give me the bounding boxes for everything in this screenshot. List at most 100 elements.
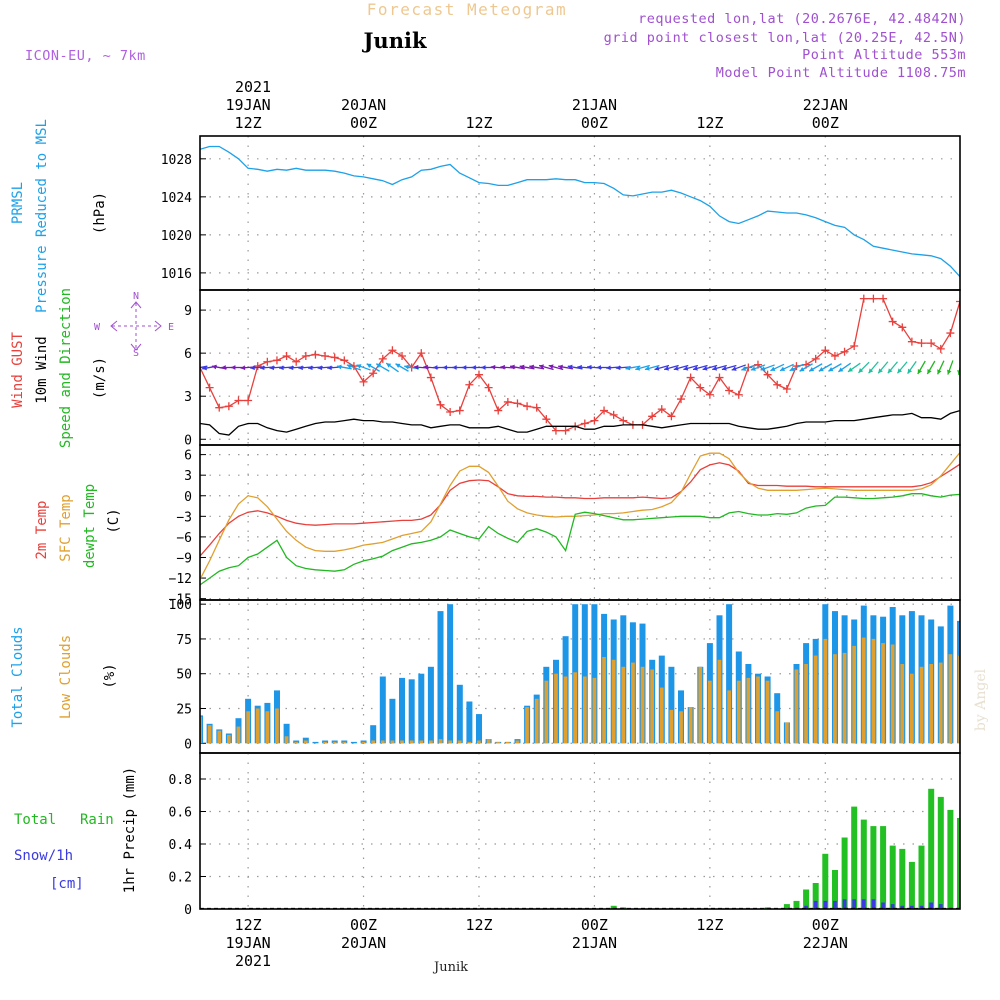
bar-precip-1-63 (804, 905, 808, 909)
gust-marker-40 (580, 419, 589, 428)
wind-arrow-76 (926, 360, 936, 375)
bar-clouds-1-41 (592, 677, 597, 744)
bar-clouds-1-32 (506, 741, 510, 744)
gust-marker-31 (494, 406, 503, 415)
bar-clouds-0-12 (312, 741, 319, 744)
wind-arrow-72 (887, 361, 898, 374)
wind-arrow-55 (721, 364, 737, 371)
wind-arrow-78 (947, 360, 954, 375)
bar-clouds-1-8 (275, 708, 279, 744)
wind-arrow-57 (741, 364, 756, 371)
gust-marker-43 (609, 410, 618, 419)
bar-clouds-1-26 (448, 740, 452, 744)
wind-arrow-61 (779, 363, 794, 372)
wind-label-direction: Speed and Direction (58, 288, 74, 448)
wind-arrow-67 (838, 362, 852, 373)
temp-label-unit: (C) (106, 508, 122, 533)
bar-clouds-1-50 (679, 711, 683, 744)
bar-clouds-1-71 (881, 643, 885, 744)
top-date-label-0: 19JAN (226, 96, 271, 114)
bottom-hour-label-1: 00Z (350, 916, 377, 934)
bar-clouds-1-29 (477, 740, 481, 744)
bottom-year-label: 2021 (235, 952, 271, 970)
gust-marker-14 (330, 353, 339, 362)
bar-precip-0-65 (822, 853, 829, 909)
gust-marker-17 (359, 377, 368, 386)
svg-text:2021: 2021 (235, 952, 271, 970)
ytick-label-precip-4: 0.8 (169, 773, 192, 788)
bar-precip-1-67 (842, 899, 847, 909)
wind-arrow-56 (731, 364, 747, 371)
panel-precip-frame (199, 752, 961, 910)
bar-clouds-1-7 (265, 711, 270, 744)
bar-clouds-1-31 (496, 741, 501, 744)
gust-marker-27 (455, 406, 464, 415)
bar-clouds-1-27 (457, 740, 462, 744)
bar-precip-1-76 (929, 902, 933, 909)
bar-clouds-1-15 (342, 741, 347, 744)
bar-precip-1-69 (861, 899, 866, 909)
bottom-date-label-3: 21JAN (572, 934, 617, 952)
gust-marker-53 (705, 390, 714, 399)
bar-clouds-0-19 (379, 676, 386, 744)
gust-marker-66 (830, 352, 839, 361)
panel-temp-grid (200, 445, 960, 600)
ytick-label-pressure-2: 1024 (161, 191, 192, 206)
compass-north: N (133, 291, 139, 302)
bar-clouds-1-57 (746, 677, 751, 744)
bar-precip-0-74 (908, 861, 915, 909)
bar-clouds-0-49 (668, 666, 675, 744)
bar-clouds-1-70 (871, 638, 876, 744)
bar-clouds-0-41 (591, 604, 598, 744)
bar-precip-1-68 (852, 899, 856, 909)
gust-marker-76 (927, 339, 936, 348)
bar-clouds-1-68 (852, 645, 856, 744)
gust-marker-5 (244, 396, 253, 405)
gust-marker-7 (263, 357, 272, 366)
bar-precip-1-71 (881, 902, 885, 909)
wind-arrow-45 (625, 365, 641, 371)
svg-text:2021: 2021 (235, 78, 271, 96)
bar-clouds-1-13 (323, 741, 327, 744)
ytick-label-temp-4: −3 (176, 510, 192, 525)
bar-clouds-1-56 (736, 680, 741, 744)
gust-marker-75 (917, 339, 926, 348)
bar-clouds-0-21 (399, 677, 405, 744)
bar-clouds-1-54 (717, 659, 722, 744)
bar-clouds-1-21 (400, 740, 404, 744)
bar-precip-1-75 (919, 905, 924, 909)
wind-label-10m: 10m Wind (34, 336, 50, 403)
panel-precip: 0 0.2 0.4 0.6 0.8 (169, 752, 961, 918)
gust-marker-21 (398, 352, 407, 361)
precip-label-rain: Rain (80, 812, 114, 828)
bar-clouds-1-46 (640, 666, 645, 744)
gust-marker-42 (600, 406, 609, 415)
gust-marker-50 (677, 395, 686, 404)
ytick-label-wind-1: 3 (184, 390, 192, 405)
wind-arrow-48 (654, 364, 670, 371)
ytick-label-precip-1: 0.2 (169, 871, 192, 886)
bar-clouds-1-30 (486, 739, 491, 744)
gust-marker-78 (946, 329, 955, 338)
gust-marker-64 (811, 354, 820, 363)
wind-arrow-34 (519, 364, 535, 370)
bar-clouds-1-51 (688, 707, 693, 744)
top-hour-label-1: 00Z (350, 114, 377, 132)
requested-coordinates: requested lon,lat (20.2676E, 42.4842N) (638, 11, 966, 27)
pressure-label-unit: (hPa) (92, 192, 108, 234)
bar-precip-1-65 (823, 900, 828, 909)
gust-marker-68 (850, 341, 859, 350)
bar-clouds-0-25 (437, 611, 444, 744)
ytick-label-clouds-2: 50 (176, 668, 192, 683)
wind-arrow-46 (635, 364, 650, 371)
bar-clouds-1-24 (429, 740, 433, 744)
bar-clouds-1-9 (284, 736, 289, 744)
bar-precip-0-79 (957, 818, 960, 909)
series-line-temp-0 (200, 462, 960, 557)
bar-precip-1-64 (813, 900, 818, 909)
bar-clouds-1-40 (583, 676, 587, 744)
bar-precip-0-73 (899, 848, 906, 909)
bar-clouds-1-35 (534, 698, 539, 744)
bar-precip-0-66 (832, 870, 838, 909)
gust-marker-71 (879, 294, 888, 303)
